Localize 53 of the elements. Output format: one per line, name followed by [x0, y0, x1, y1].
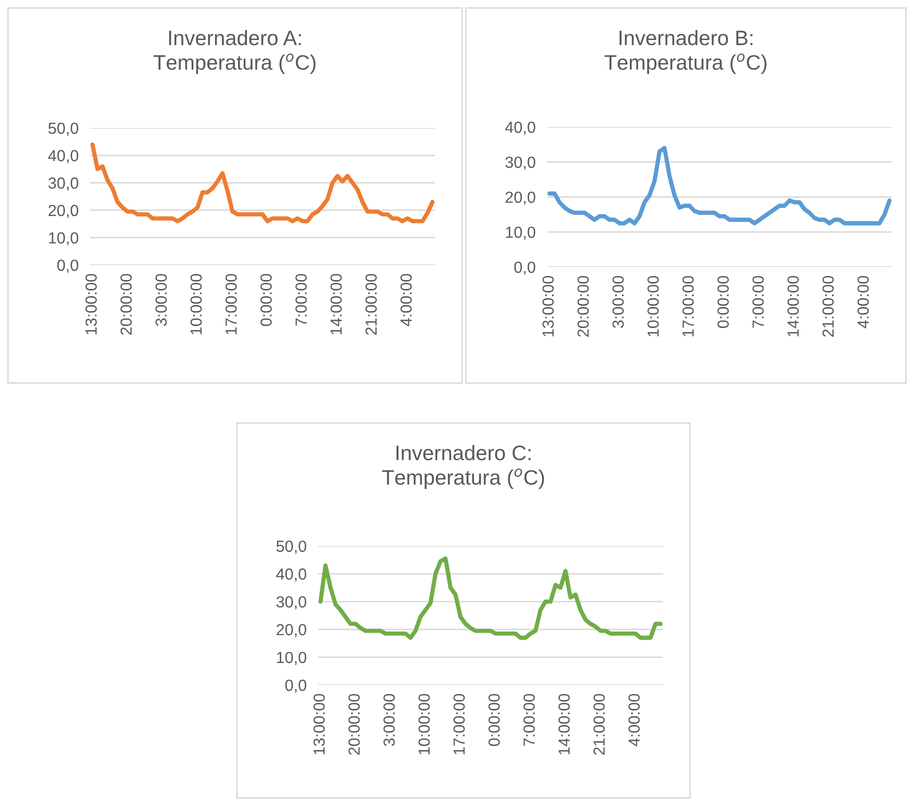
x-tick-label: 7:00:00	[523, 694, 535, 746]
x-tick-label: 7:00:00	[752, 276, 764, 328]
x-tick-label: 20:00:00	[577, 276, 589, 337]
chart-title: Invernadero A: Temperatura ($^{o}$C)	[154, 30, 316, 74]
x-tick-label: 10:00:00	[190, 274, 202, 334]
x-tick-label: 3:00:00	[155, 274, 167, 326]
x-tick-label: 20:00:00	[120, 274, 132, 335]
x-tick-label: 4:00:00	[857, 276, 869, 328]
y-tick-label: 20,0	[276, 624, 306, 638]
x-tick-label: 13:00:00	[313, 694, 325, 754]
y-tick-label: 50,0	[48, 122, 78, 136]
x-tick-label: 4:00:00	[400, 274, 412, 326]
y-tick-label: 20,0	[48, 204, 78, 218]
x-tick-label: 21:00:00	[365, 274, 377, 335]
line-series	[90, 142, 435, 224]
y-tick-label: 0,0	[57, 260, 78, 273]
x-tick-label: 0:00:00	[260, 274, 272, 326]
line-series	[547, 146, 892, 226]
x-tick-label: 0:00:00	[488, 694, 500, 746]
y-tick-label: 30,0	[48, 177, 78, 191]
y-tick-label: 0,0	[285, 680, 306, 693]
x-tick-label: 17:00:00	[225, 274, 237, 334]
y-tick-label: 10,0	[277, 652, 306, 666]
x-tick-label: 14:00:00	[558, 694, 570, 754]
x-tick-label: 14:00:00	[787, 276, 799, 336]
x-tick-label: 21:00:00	[822, 276, 834, 337]
line-series	[318, 556, 663, 640]
x-tick-label: 0:00:00	[717, 276, 729, 328]
x-tick-label: 17:00:00	[682, 276, 694, 336]
y-tick-label: 10,0	[49, 232, 78, 246]
x-tick-label: 13:00:00	[542, 276, 554, 336]
y-tick-label: 10,0	[506, 226, 536, 240]
x-tick-label: 4:00:00	[628, 694, 640, 746]
x-tick-label: 7:00:00	[295, 274, 307, 326]
y-tick-label: 20,0	[506, 192, 536, 205]
x-tick-label: 3:00:00	[612, 276, 624, 328]
x-tick-label: 21:00:00	[593, 694, 605, 755]
x-tick-label: 14:00:00	[330, 274, 342, 334]
y-tick-label: 40,0	[276, 568, 306, 582]
x-tick-label: 3:00:00	[383, 694, 395, 746]
x-tick-label: 17:00:00	[453, 694, 465, 754]
y-tick-label: 30,0	[276, 596, 306, 610]
x-tick-label: 10:00:00	[647, 276, 659, 336]
y-tick-label: 0,0	[514, 262, 536, 275]
y-tick-label: 40,0	[48, 150, 78, 164]
y-tick-label: 50,0	[276, 540, 306, 554]
y-tick-label: 30,0	[505, 156, 536, 170]
y-tick-label: 40,0	[505, 122, 536, 135]
chart-title: Invernadero C: Temperatura ($^{o}$C)	[382, 445, 544, 489]
x-tick-label: 10:00:00	[418, 694, 430, 754]
x-tick-label: 13:00:00	[85, 274, 97, 334]
x-tick-label: 20:00:00	[348, 694, 360, 755]
chart-title: Invernadero B: Temperatura ($^{o}$C)	[604, 30, 766, 74]
